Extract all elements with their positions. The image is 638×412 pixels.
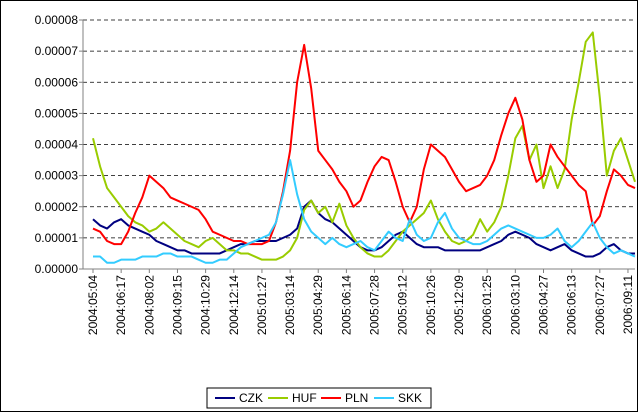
x-tick-label: 2005:06:14 (339, 275, 353, 335)
x-tick-label: 2005:07:28 (368, 275, 382, 335)
x-tick-label: 2004:06:17 (114, 275, 128, 335)
y-tick-label: 0.00008 (35, 13, 79, 27)
x-tick-label: 2005:10:26 (424, 275, 438, 335)
legend-label: CZK (239, 391, 263, 405)
y-tick-label: 0.00006 (35, 75, 79, 89)
legend-label: HUF (292, 391, 317, 405)
y-tick-label: 0.00004 (35, 138, 79, 152)
y-tick-label: 0.00001 (35, 231, 79, 245)
x-tick-label: 2004:05:04 (86, 275, 100, 335)
x-tick-label: 2006:01:25 (480, 275, 494, 335)
x-tick-label: 2005:03:14 (283, 275, 297, 335)
x-tick-label: 2005:04:29 (311, 275, 325, 335)
series-line (92, 31, 636, 261)
x-tick-label: 2004:08:02 (142, 275, 156, 335)
x-tick-label: 2006:09:11 (621, 275, 635, 334)
x-tick-label: 2005:12:09 (452, 275, 466, 335)
x-tick-label: 2006:04:27 (536, 275, 550, 335)
y-tick-label: 0.00000 (35, 262, 79, 276)
y-tick-label: 0.00002 (35, 200, 79, 214)
series-line (92, 199, 635, 258)
x-tick-label: 2004:12:14 (227, 275, 241, 335)
x-tick-label: 2005:09:12 (396, 275, 410, 335)
series-line (92, 43, 636, 246)
legend-label: SKK (398, 391, 422, 405)
legend-label: PLN (345, 391, 368, 405)
x-tick-label: 2006:03:10 (508, 275, 522, 335)
y-tick-label: 0.00007 (35, 44, 79, 58)
x-tick-label: 2006:06:13 (565, 275, 579, 335)
y-tick-label: 0.00003 (35, 169, 79, 183)
legend: CZK HUF PLN SKK (206, 387, 432, 409)
x-tick-label: 2004:09:15 (170, 275, 184, 335)
series-line (93, 159, 636, 264)
x-tick-label: 2006:07:27 (593, 275, 607, 335)
legend-box (206, 387, 432, 409)
x-tick-label: 2004:10:29 (199, 275, 213, 335)
x-tick-label: 2005:01:27 (255, 275, 269, 335)
y-tick-label: 0.00005 (35, 106, 79, 120)
